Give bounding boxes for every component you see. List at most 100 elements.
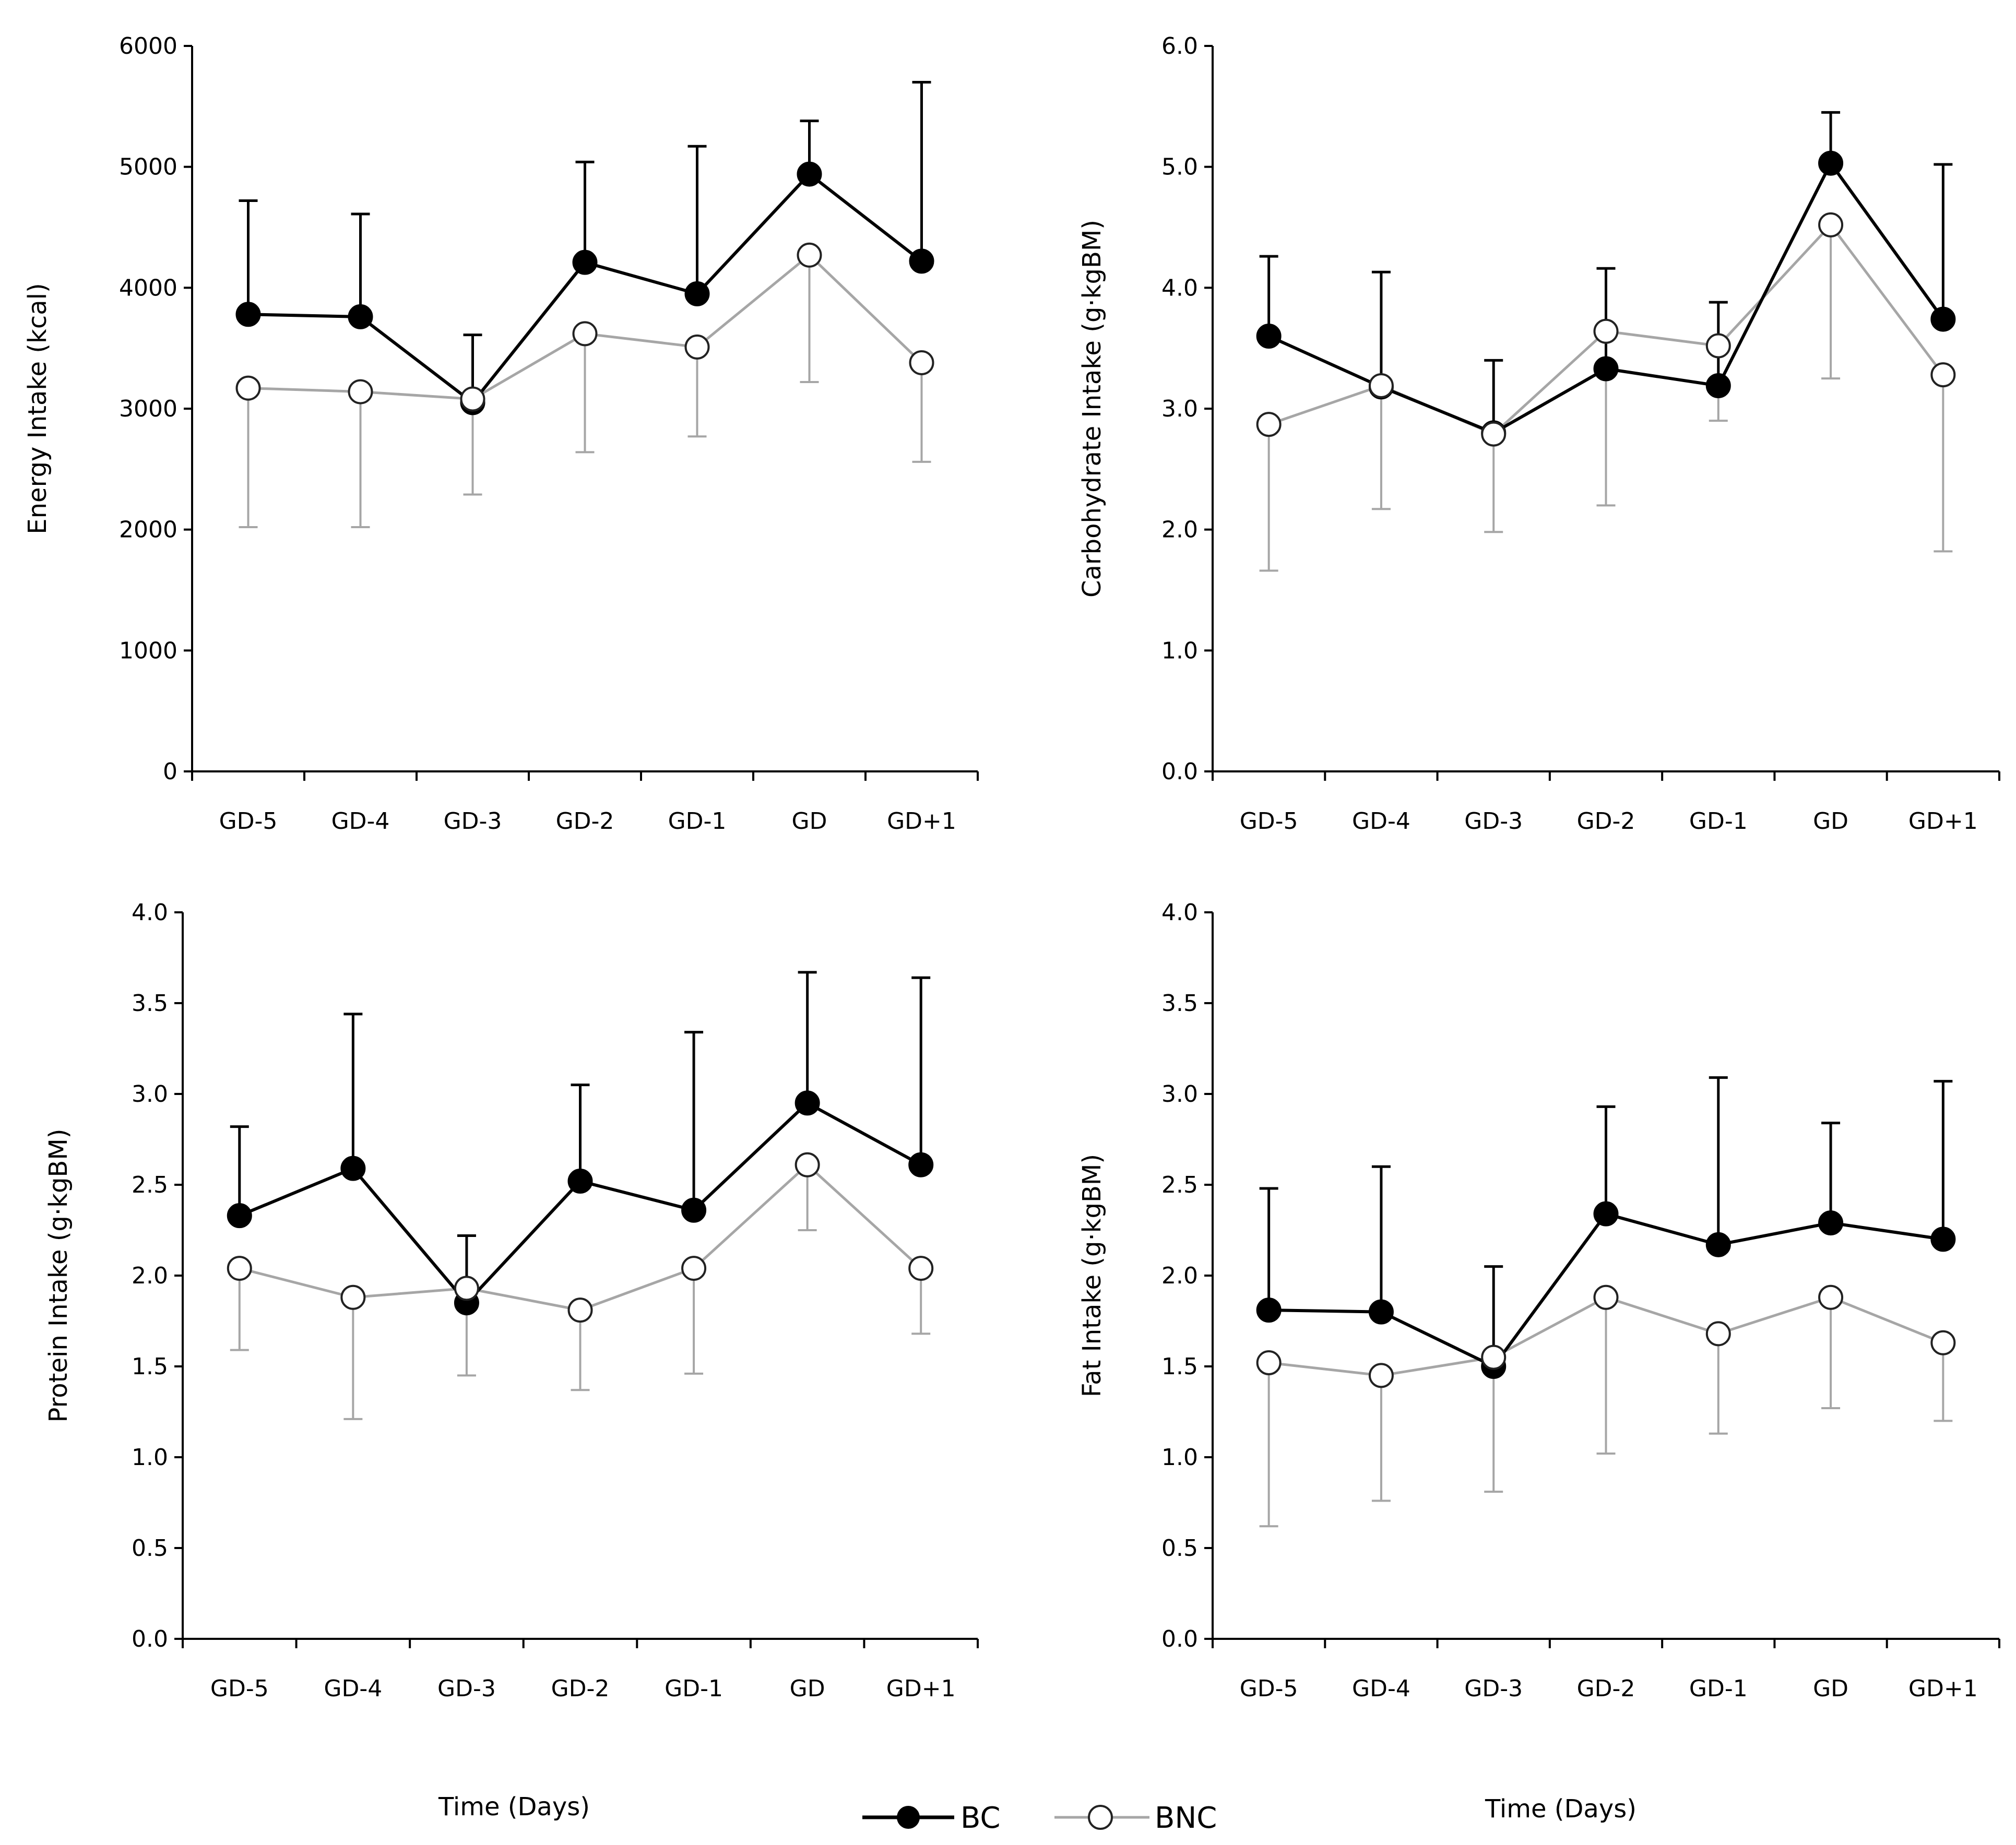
x-tick-label: GD-2 (556, 808, 614, 835)
data-point-bnc (1818, 212, 1844, 237)
data-point-bc (227, 1203, 252, 1229)
data-point-bnc (235, 375, 261, 401)
legend-label-bc: BC (960, 1801, 1001, 1835)
data-point-bc (567, 1169, 593, 1194)
y-tick-label: 1000 (119, 637, 177, 664)
data-point-bnc (1481, 1344, 1507, 1370)
data-point-bc (1818, 1210, 1844, 1236)
x-tick-label: GD-3 (1464, 1675, 1523, 1702)
x-tick-label: GD-3 (437, 1675, 496, 1702)
data-point-bnc (684, 334, 710, 360)
data-point-bc (1930, 306, 1956, 332)
data-point-bc (794, 1090, 820, 1116)
x-tick-label: GD+1 (886, 1675, 956, 1702)
x-tick-label: GD-4 (324, 1675, 382, 1702)
x-tick-label: GD+1 (887, 808, 956, 835)
y-tick-label: 5.0 (1161, 154, 1198, 181)
data-point-bnc (460, 386, 485, 412)
data-point-bc (681, 1197, 707, 1223)
x-tick-label: GD+1 (1908, 1675, 1978, 1702)
data-point-bc (684, 281, 710, 306)
data-point-bc (235, 302, 261, 327)
data-point-bc (1593, 356, 1619, 382)
y-tick-label: 6000 (119, 33, 177, 59)
x-tick-label: GD (792, 808, 827, 835)
x-tick-label: GD-3 (1464, 808, 1523, 835)
data-point-bnc (340, 1284, 366, 1310)
y-tick-label: 1.0 (132, 1444, 168, 1471)
x-tick-label: GD-5 (210, 1675, 269, 1702)
y-tick-label: 2.5 (132, 1172, 168, 1198)
data-point-bnc (794, 1152, 820, 1177)
data-point-bc (1368, 1299, 1394, 1325)
y-tick-label: 3.0 (1161, 396, 1198, 422)
data-point-bnc (909, 350, 934, 375)
data-point-bnc (1930, 362, 1956, 388)
x-tick-label: GD-5 (219, 808, 278, 835)
x-tick-label: GD (790, 1675, 825, 1702)
data-point-bnc (572, 321, 598, 347)
y-axis-label: Carbohydrate Intake (g·kgBM) (1077, 220, 1107, 598)
data-point-bnc (908, 1256, 934, 1281)
y-tick-label: 1.5 (132, 1353, 168, 1380)
y-tick-label: 2.0 (1161, 1263, 1198, 1289)
y-axis-label: Protein Intake (g·kgBM) (44, 1129, 73, 1423)
y-tick-label: 3000 (119, 396, 177, 422)
y-tick-label: 1.0 (1161, 1444, 1198, 1471)
x-tick-label: GD-2 (1577, 1675, 1635, 1702)
legend-marker-bnc (1088, 1805, 1113, 1830)
data-point-bc (909, 248, 934, 274)
y-tick-label: 0 (163, 758, 177, 785)
x-tick-label: GD (1813, 1675, 1848, 1702)
y-tick-label: 0.5 (1161, 1535, 1198, 1562)
x-axis-label-right: Time (Days) (1485, 1794, 1636, 1824)
x-tick-label: GD-4 (1352, 808, 1410, 835)
y-tick-label: 0.0 (1161, 1626, 1198, 1652)
data-point-bnc (1256, 412, 1282, 437)
y-tick-label: 0.0 (132, 1626, 168, 1652)
y-tick-label: 5000 (119, 154, 177, 181)
chart-panel-3: 0.0 0.5 1.0 1.5 2.0 2.5 3.0 3.5 4.0 GD-5 GD-4 GD-3 G… (44, 899, 979, 1702)
y-tick-label: 6.0 (1161, 33, 1198, 59)
data-point-bc (1705, 1232, 1731, 1257)
data-point-bc (1818, 150, 1844, 176)
data-point-bnc (1818, 1284, 1844, 1310)
x-tick-label: GD-2 (1577, 808, 1635, 835)
data-point-bnc (1256, 1350, 1282, 1376)
x-tick-label: GD-1 (668, 808, 727, 835)
y-tick-label: 2000 (119, 517, 177, 543)
x-axis-label-left: Time (Days) (438, 1792, 590, 1822)
chart-panel-4: 0.0 0.5 1.0 1.5 2.0 2.5 3.0 3.5 4.0 GD-5 GD-4 GD-3 G… (1077, 899, 2000, 1702)
y-tick-label: 2.0 (1161, 517, 1198, 543)
x-tick-label: GD+1 (1908, 808, 1978, 835)
data-point-bc (797, 161, 822, 187)
data-point-bnc (1593, 1284, 1619, 1310)
y-tick-label: 2.0 (132, 1263, 168, 1289)
data-point-bnc (1481, 421, 1507, 447)
x-tick-label: GD-5 (1240, 1675, 1298, 1702)
y-tick-label: 4.0 (1161, 899, 1198, 926)
legend: BC BNC (862, 1801, 1217, 1835)
data-point-bc (348, 304, 373, 329)
data-point-bnc (1705, 1321, 1731, 1347)
data-point-bnc (348, 379, 373, 404)
x-tick-label: GD-1 (665, 1675, 723, 1702)
legend-marker-bc (897, 1806, 920, 1829)
x-tick-label: GD-5 (1240, 808, 1298, 835)
x-tick-label: GD-4 (1352, 1675, 1410, 1702)
data-point-bc (340, 1156, 366, 1181)
data-point-bc (1930, 1227, 1956, 1252)
y-tick-label: 4.0 (1161, 275, 1198, 301)
x-tick-label: GD-4 (331, 808, 390, 835)
y-tick-label: 0.0 (1161, 758, 1198, 785)
y-tick-label: 4000 (119, 275, 177, 301)
y-tick-label: 3.0 (132, 1081, 168, 1108)
data-point-bnc (454, 1276, 479, 1301)
data-point-bnc (227, 1256, 252, 1281)
x-tick-label: GD-1 (1689, 808, 1748, 835)
data-point-bc (1593, 1201, 1619, 1227)
data-point-bnc (681, 1256, 707, 1281)
y-tick-label: 3.5 (1161, 990, 1198, 1017)
y-axis-label: Energy Intake (kcal) (23, 283, 52, 534)
